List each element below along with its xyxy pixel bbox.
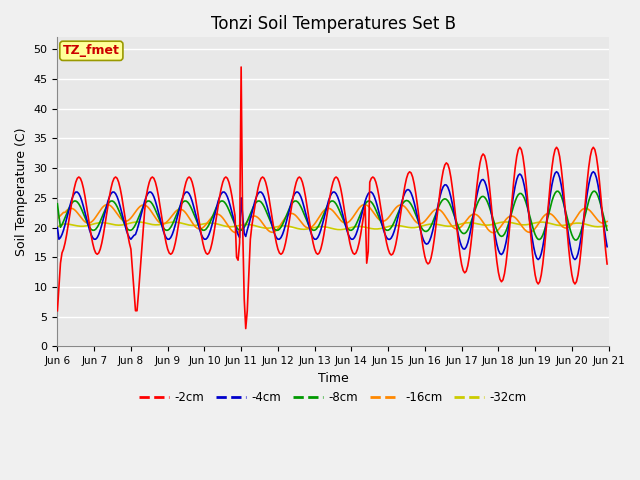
Y-axis label: Soil Temperature (C): Soil Temperature (C) [15, 128, 28, 256]
Legend: -2cm, -4cm, -8cm, -16cm, -32cm: -2cm, -4cm, -8cm, -16cm, -32cm [134, 386, 532, 408]
Title: Tonzi Soil Temperatures Set B: Tonzi Soil Temperatures Set B [211, 15, 456, 33]
Text: TZ_fmet: TZ_fmet [63, 44, 120, 57]
X-axis label: Time: Time [317, 372, 348, 384]
